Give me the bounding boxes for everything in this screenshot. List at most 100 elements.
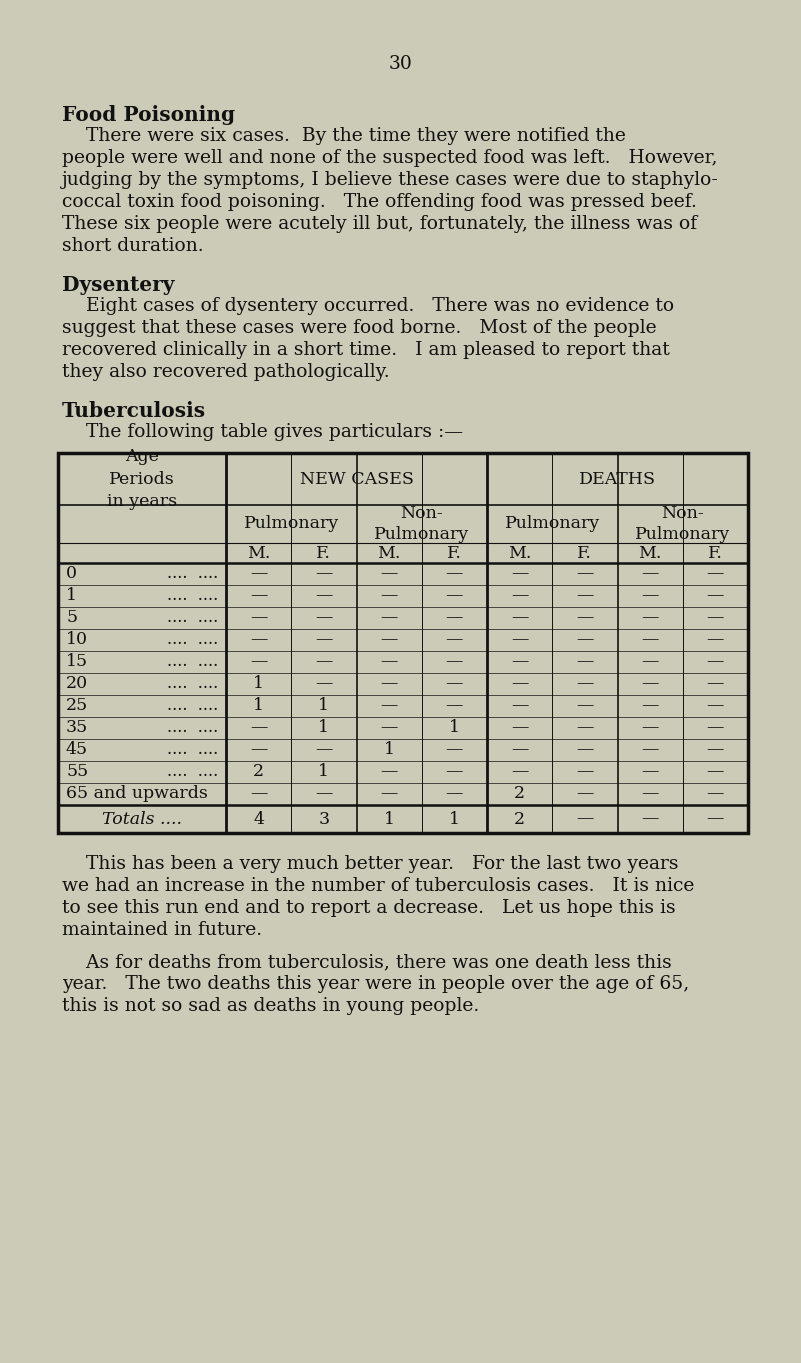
Text: —: — [642,566,658,582]
Text: short duration.: short duration. [62,237,203,255]
Text: —: — [642,676,658,692]
Text: year.   The two deaths this year were in people over the age of 65,: year. The two deaths this year were in p… [62,975,689,994]
Text: —: — [576,811,594,827]
Text: —: — [706,676,724,692]
Text: —: — [576,676,594,692]
Text: —: — [642,698,658,714]
Text: —: — [642,653,658,671]
Text: —: — [576,653,594,671]
Text: ....  ....: .... .... [167,609,218,627]
Text: These six people were acutely ill but, fortunately, the illness was of: These six people were acutely ill but, f… [62,215,697,233]
Text: 55: 55 [66,763,88,781]
Text: —: — [511,676,529,692]
Text: —: — [380,676,398,692]
Text: 1: 1 [318,763,329,781]
Text: 1: 1 [66,587,77,605]
Text: 45: 45 [66,741,88,758]
Text: F.: F. [447,544,462,562]
Text: —: — [706,763,724,781]
Text: —: — [706,653,724,671]
Text: —: — [380,566,398,582]
Text: 1: 1 [384,811,395,827]
Text: —: — [250,741,268,758]
Text: —: — [250,785,268,803]
Text: —: — [250,566,268,582]
Text: There were six cases.  By the time they were notified the: There were six cases. By the time they w… [62,127,626,144]
Text: —: — [576,609,594,627]
Text: 0: 0 [66,566,77,582]
Text: —: — [315,587,332,605]
Text: —: — [576,631,594,649]
Text: ....  ....: .... .... [167,676,218,692]
Text: M.: M. [247,544,270,562]
Text: —: — [642,720,658,736]
Text: Age
Periods
in years: Age Periods in years [107,448,177,510]
Text: ....  ....: .... .... [167,631,218,649]
Text: —: — [706,698,724,714]
Text: this is not so sad as deaths in young people.: this is not so sad as deaths in young pe… [62,996,479,1015]
Text: —: — [642,741,658,758]
Text: —: — [380,631,398,649]
Text: —: — [445,587,463,605]
Text: Pulmonary: Pulmonary [505,515,600,533]
Text: —: — [576,741,594,758]
Text: 5: 5 [66,609,77,627]
Text: 25: 25 [66,698,88,714]
Text: ....  ....: .... .... [167,720,218,736]
Text: Eight cases of dysentery occurred.   There was no evidence to: Eight cases of dysentery occurred. There… [62,297,674,315]
Text: 1: 1 [318,698,329,714]
Text: 1: 1 [253,698,264,714]
Text: suggest that these cases were food borne.   Most of the people: suggest that these cases were food borne… [62,319,657,337]
Text: —: — [445,785,463,803]
Text: —: — [576,785,594,803]
Text: —: — [315,609,332,627]
Text: 20: 20 [66,676,88,692]
Text: —: — [445,698,463,714]
Text: —: — [511,653,529,671]
Text: F.: F. [708,544,723,562]
Text: —: — [445,653,463,671]
Text: M.: M. [508,544,531,562]
Text: —: — [380,720,398,736]
Text: —: — [576,587,594,605]
Text: 4: 4 [253,811,264,827]
Text: Tuberculosis: Tuberculosis [62,401,206,421]
Text: —: — [511,609,529,627]
Text: —: — [642,587,658,605]
Text: This has been a very much better year.   For the last two years: This has been a very much better year. F… [62,855,678,872]
Text: they also recovered pathologically.: they also recovered pathologically. [62,363,389,382]
Text: —: — [706,631,724,649]
Text: —: — [511,566,529,582]
Text: people were well and none of the suspected food was left.   However,: people were well and none of the suspect… [62,149,718,168]
Text: —: — [380,763,398,781]
Text: 1: 1 [318,720,329,736]
Text: 1: 1 [384,741,395,758]
Text: —: — [315,631,332,649]
Text: —: — [706,785,724,803]
Text: —: — [250,653,268,671]
Text: —: — [511,763,529,781]
Text: —: — [315,566,332,582]
Text: ....  ....: .... .... [167,653,218,671]
Text: maintained in future.: maintained in future. [62,921,262,939]
Text: Pulmonary: Pulmonary [244,515,339,533]
Text: —: — [380,698,398,714]
Text: —: — [642,763,658,781]
Text: 30: 30 [389,55,413,74]
Text: Totals ....: Totals .... [102,811,182,827]
Text: 1: 1 [449,720,460,736]
Text: —: — [445,763,463,781]
Text: F.: F. [316,544,332,562]
Text: F.: F. [578,544,592,562]
Text: —: — [706,609,724,627]
Text: —: — [380,653,398,671]
Text: 2: 2 [514,811,525,827]
Text: ....  ....: .... .... [167,566,218,582]
Text: —: — [250,587,268,605]
Text: ....  ....: .... .... [167,698,218,714]
Text: —: — [511,631,529,649]
Text: —: — [380,785,398,803]
Text: to see this run end and to report a decrease.   Let us hope this is: to see this run end and to report a decr… [62,900,675,917]
Text: 15: 15 [66,653,88,671]
Text: —: — [642,631,658,649]
